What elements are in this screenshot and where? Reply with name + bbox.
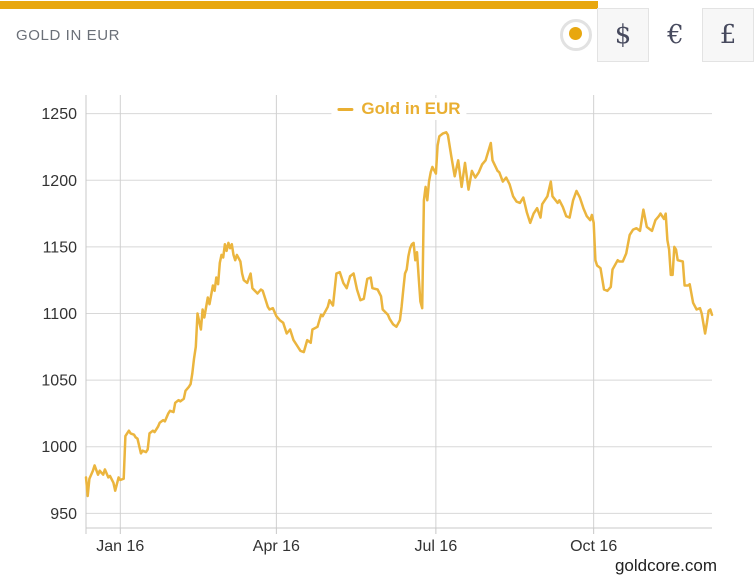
watermark: goldcore.com bbox=[614, 556, 717, 575]
pound-symbol: £ bbox=[719, 20, 737, 50]
x-axis-tick-label: Oct 16 bbox=[570, 538, 617, 555]
x-axis-tick-label: Jul 16 bbox=[415, 538, 458, 555]
x-axis-tick-label: Jan 16 bbox=[96, 538, 144, 555]
chart-legend[interactable]: Gold in EUR bbox=[331, 98, 467, 120]
x-axis-tick-label: Apr 16 bbox=[253, 538, 300, 555]
legend-line-swatch bbox=[337, 107, 354, 111]
gold-dot-icon bbox=[560, 19, 592, 51]
y-axis-tick-label: 950 bbox=[50, 506, 77, 523]
series-line-gold-in-eur[interactable] bbox=[84, 131, 714, 498]
currency-button-usd[interactable]: $ bbox=[597, 8, 649, 62]
gold-dot-inner bbox=[569, 27, 582, 40]
chart-svg[interactable]: 950 1000 1050 1100 1150 1200 1250 Jan 16 Apr 16 J… bbox=[0, 80, 754, 588]
accent-top-bar bbox=[0, 1, 598, 9]
currency-button-eur[interactable]: € bbox=[649, 8, 702, 62]
price-chart: 950 1000 1050 1100 1150 1200 1250 Jan 16 Apr 16 J… bbox=[0, 80, 754, 588]
y-axis-tick-label: 1250 bbox=[41, 106, 77, 123]
page-title: GOLD IN EUR bbox=[16, 27, 121, 44]
y-axis-tick-label: 1100 bbox=[43, 306, 78, 323]
legend-label: Gold in EUR bbox=[361, 99, 461, 118]
y-axis-tick-label: 1000 bbox=[41, 439, 77, 456]
y-axis-tick-label: 1150 bbox=[43, 239, 78, 256]
usd-symbol: $ bbox=[614, 20, 632, 50]
euro-symbol: € bbox=[667, 20, 684, 50]
currency-button-gbp[interactable]: £ bbox=[702, 8, 754, 62]
y-axis-tick-label: 1200 bbox=[41, 173, 77, 190]
y-axis-tick-label: 1050 bbox=[41, 373, 77, 390]
